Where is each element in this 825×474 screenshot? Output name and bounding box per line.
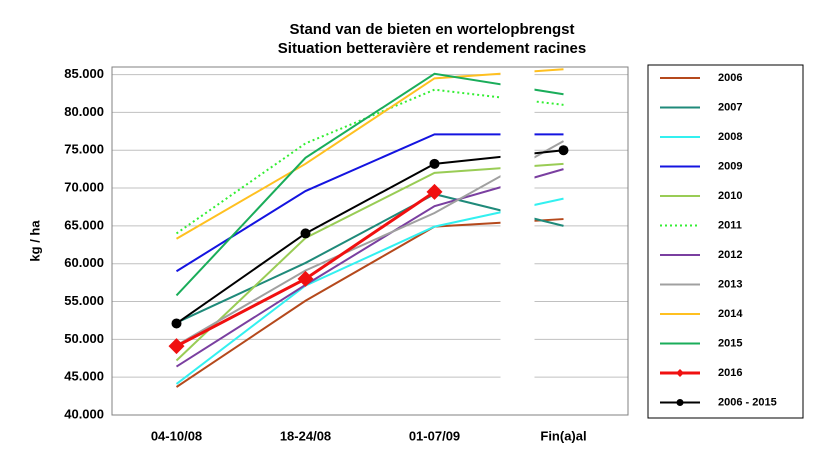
x-tick-label: Fin(a)al xyxy=(540,428,586,443)
legend-label: 2006 xyxy=(718,72,742,84)
marker xyxy=(300,228,311,239)
legend-label: 2010 xyxy=(718,190,742,202)
y-tick-label: 40.000 xyxy=(64,406,104,421)
series-line xyxy=(175,133,564,273)
legend-label: 2011 xyxy=(718,219,742,231)
series-line xyxy=(175,68,564,240)
legend-label: 2008 xyxy=(718,131,742,143)
legend-label: 2013 xyxy=(718,278,742,290)
series-line xyxy=(175,218,564,388)
series-line xyxy=(175,149,564,325)
y-axis-label: kg / ha xyxy=(27,220,42,262)
axis-break xyxy=(500,67,535,415)
x-tick-label: 18-24/08 xyxy=(280,428,331,443)
legend-box xyxy=(647,64,804,419)
series-line xyxy=(175,197,564,385)
chart-subtitle: Situation betteravière et rendement raci… xyxy=(278,40,586,57)
legend-label: 2014 xyxy=(718,308,743,320)
marker xyxy=(168,338,185,355)
series-line xyxy=(175,162,564,362)
legend-label: 2015 xyxy=(718,337,742,349)
y-tick-label: 85.000 xyxy=(64,66,104,81)
y-tick-label: 65.000 xyxy=(64,217,104,232)
legend-label: 2009 xyxy=(718,160,742,172)
y-tick-label: 60.000 xyxy=(64,255,104,270)
y-tick-label: 50.000 xyxy=(64,331,104,346)
marker xyxy=(297,270,314,287)
y-tick-label: 70.000 xyxy=(64,179,104,194)
legend-label: 2016 xyxy=(718,367,742,379)
marker xyxy=(558,145,569,156)
legend-marker xyxy=(676,399,684,406)
series-line xyxy=(175,168,564,368)
marker xyxy=(171,318,182,329)
legend-label: 2007 xyxy=(718,101,742,113)
series-line xyxy=(176,193,564,324)
series-line xyxy=(175,88,564,235)
y-tick-label: 75.000 xyxy=(64,142,104,157)
x-tick-label: 04-10/08 xyxy=(151,428,202,443)
marker xyxy=(429,158,440,169)
x-tick-label: 01-07/09 xyxy=(409,428,460,443)
legend-label: 2012 xyxy=(718,249,742,261)
legend-marker xyxy=(676,369,684,377)
legend-label: 2006 - 2015 xyxy=(718,396,777,408)
y-tick-label: 80.000 xyxy=(64,104,104,119)
series-line xyxy=(175,140,564,347)
series-line xyxy=(175,72,564,297)
chart-title: Stand van de bieten en wortelopbrengst xyxy=(289,21,574,38)
y-tick-label: 45.000 xyxy=(64,369,104,384)
y-tick-label: 55.000 xyxy=(64,293,104,308)
plot-border xyxy=(111,66,629,416)
marker xyxy=(426,183,443,200)
